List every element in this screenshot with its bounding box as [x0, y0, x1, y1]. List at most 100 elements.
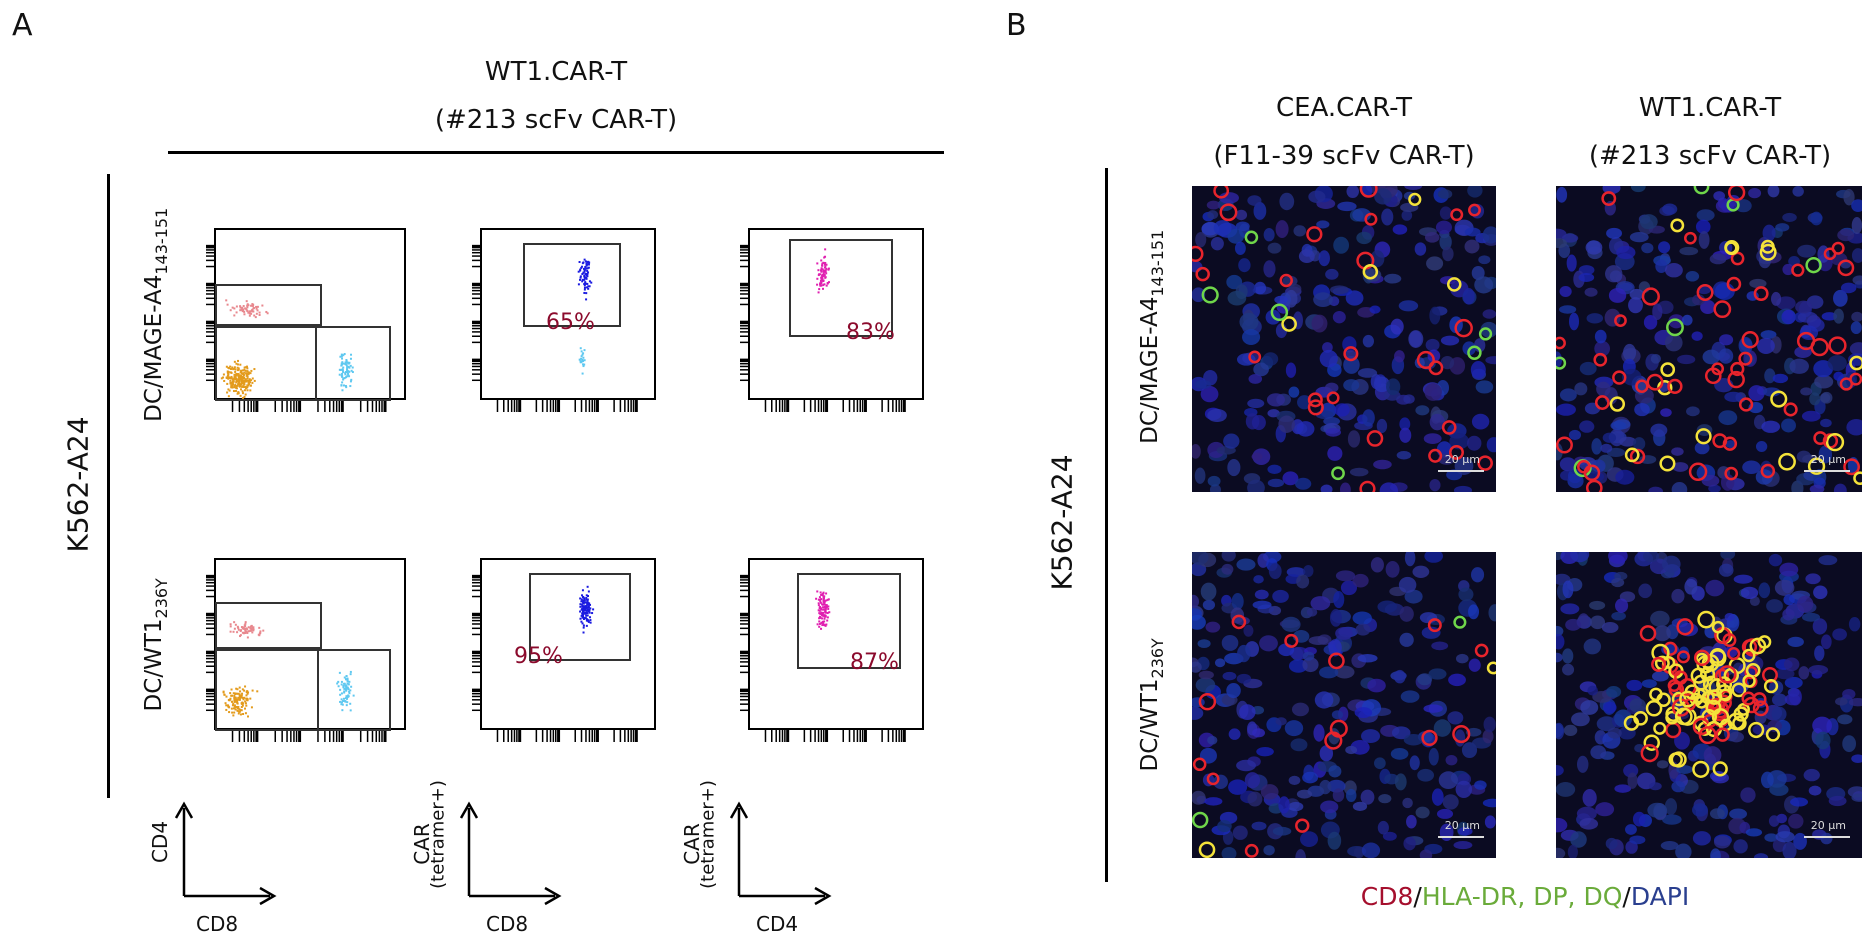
cell-ring: [1722, 436, 1738, 451]
event-dot: [821, 594, 824, 597]
event-dot: [580, 603, 583, 606]
cell-ring: [1805, 256, 1822, 274]
cell-ring: [1853, 471, 1862, 485]
cell-ring: [1284, 633, 1299, 648]
axis-tick: [580, 728, 583, 742]
nucleus: [1424, 232, 1440, 243]
nucleus: [1643, 315, 1658, 330]
axis-tick: [472, 688, 482, 692]
nucleus: [1626, 679, 1643, 692]
nucleus: [1236, 558, 1256, 571]
event-dot: [586, 585, 589, 588]
scale-bar-label: 20 μm: [1810, 819, 1846, 832]
event-dot: [242, 698, 245, 701]
event-dot: [233, 621, 236, 624]
event-dot: [346, 375, 349, 378]
event-dot: [232, 702, 235, 705]
axis-tick: [472, 255, 482, 257]
event-dot: [344, 361, 347, 364]
cell-ring: [1635, 379, 1649, 393]
nucleus: [1227, 458, 1241, 477]
event-dot: [233, 694, 236, 697]
axis-tick: [887, 728, 890, 742]
nucleus: [1848, 698, 1862, 707]
event-dot: [244, 369, 247, 372]
nucleus: [1267, 242, 1282, 254]
flow-plot-car-cd4-row2: 87%: [740, 558, 924, 742]
nucleus: [1433, 719, 1452, 737]
axis-tick: [902, 398, 906, 412]
event-dot: [243, 395, 246, 398]
axis-tick: [206, 362, 216, 365]
event-dot: [232, 383, 235, 386]
axis-tick: [557, 728, 561, 742]
event-dot: [229, 692, 232, 695]
event-dot: [820, 270, 823, 273]
nucleus: [1724, 391, 1743, 402]
event-dot: [233, 373, 236, 376]
axis-tick: [634, 398, 638, 412]
nucleus: [1614, 784, 1632, 793]
nucleus: [1356, 231, 1372, 245]
nucleus: [1578, 272, 1595, 282]
nucleus: [1684, 578, 1698, 595]
nucleus: [1378, 794, 1392, 804]
axis-tick: [206, 623, 216, 625]
nucleus: [1681, 314, 1693, 326]
event-dot: [242, 626, 245, 629]
event-dot: [232, 390, 235, 393]
axis-tick: [206, 655, 216, 657]
nucleus: [1214, 658, 1226, 668]
event-dot: [227, 371, 230, 374]
axis-tick: [557, 398, 561, 412]
event-dot: [246, 386, 249, 389]
nucleus: [1629, 288, 1644, 300]
event-dot: [227, 388, 230, 391]
nucleus: [1253, 362, 1269, 377]
event-dot: [581, 262, 584, 265]
cell-ring: [1737, 702, 1750, 716]
cell-ring: [1727, 712, 1746, 731]
event-dot: [229, 382, 232, 385]
cell-ring: [1206, 772, 1220, 786]
event-dot: [236, 363, 239, 366]
axis-tick: [231, 398, 234, 412]
cell-ring: [1748, 721, 1765, 739]
event-dot: [235, 692, 238, 695]
event-dot: [238, 710, 241, 713]
nucleus: [1471, 265, 1485, 281]
row-label-main: DC/WT1: [1137, 678, 1164, 772]
event-dot: [820, 276, 823, 279]
column-title-line1: CEA.CAR-T: [1275, 93, 1412, 123]
nucleus: [1629, 232, 1649, 243]
event-dot: [579, 269, 582, 272]
axis-tick: [513, 398, 516, 412]
event-dot: [243, 627, 246, 630]
event-dot: [244, 366, 247, 369]
axis-tick: [472, 623, 482, 625]
gate-percentage: 65%: [546, 310, 595, 335]
cell-ring: [1279, 273, 1293, 288]
nucleus: [1468, 604, 1480, 620]
event-dot: [240, 308, 243, 311]
nucleus: [1195, 677, 1216, 693]
event-dot: [240, 376, 243, 379]
event-dot: [234, 377, 237, 380]
axis-tick: [740, 297, 750, 300]
nucleus: [1471, 413, 1490, 430]
cell-ring: [1711, 620, 1725, 634]
nucleus: [1285, 362, 1297, 378]
nucleus: [1586, 313, 1604, 324]
nucleus: [1221, 552, 1236, 562]
nucleus: [1424, 383, 1442, 401]
event-dot: [243, 689, 246, 692]
nucleus: [1332, 788, 1345, 803]
event-dot: [231, 306, 234, 309]
axis-tick: [472, 325, 482, 327]
nucleus: [1199, 747, 1217, 764]
nucleus: [1349, 467, 1369, 477]
axis-tick: [317, 728, 319, 742]
nucleus: [1820, 418, 1832, 428]
nucleus: [1703, 746, 1722, 764]
axis-tick: [206, 692, 216, 695]
